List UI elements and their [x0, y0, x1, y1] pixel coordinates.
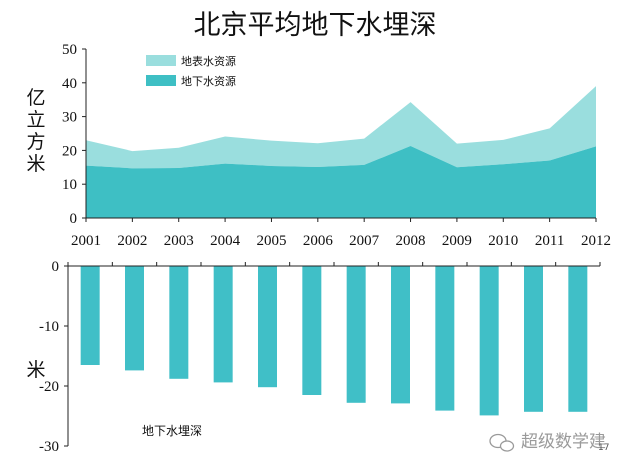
- depth-bar: [435, 266, 455, 411]
- svg-text:米: 米: [26, 153, 45, 175]
- series-annotation: 地下水埋深: [142, 424, 202, 438]
- x-tick-label: 2007: [349, 233, 380, 249]
- legend-swatch: [146, 75, 176, 86]
- upper-y-tick-label: 20: [62, 143, 77, 159]
- depth-bar: [302, 266, 322, 395]
- x-tick-label: 2004: [210, 233, 241, 249]
- svg-text:立: 立: [26, 109, 45, 131]
- depth-bar: [524, 266, 543, 412]
- upper-y-tick-label: 0: [70, 211, 78, 227]
- x-tick-label: 2009: [442, 233, 472, 249]
- lower-y-axis-label: 米: [26, 359, 45, 381]
- surface-water-area: [86, 86, 596, 169]
- legend-swatch: [146, 55, 176, 66]
- depth-bar: [169, 266, 189, 379]
- depth-bar: [125, 266, 144, 371]
- depth-bar: [391, 266, 410, 404]
- x-tick-label: 2003: [164, 233, 194, 249]
- lower-y-tick-label: -10: [39, 319, 59, 335]
- upper-y-tick-label: 40: [62, 76, 77, 92]
- depth-bar: [258, 266, 277, 388]
- x-tick-label: 2006: [303, 233, 334, 249]
- svg-text:亿: 亿: [26, 87, 45, 109]
- upper-y-tick-label: 30: [62, 110, 77, 126]
- lower-y-tick-label: -20: [39, 379, 59, 395]
- x-tick-label: 2011: [535, 233, 564, 249]
- page-number: 17: [598, 443, 609, 453]
- x-tick-label: 2005: [256, 233, 286, 249]
- lower-y-tick-label: 0: [52, 259, 60, 275]
- lower-y-tick-label: -30: [39, 439, 59, 455]
- depth-bar: [80, 266, 100, 365]
- x-tick-label: 2012: [581, 233, 611, 249]
- upper-y-tick-label: 10: [62, 177, 77, 193]
- wechat-icon: [489, 433, 515, 452]
- svg-text:方: 方: [26, 131, 45, 153]
- legend-label: 地表水资源: [181, 54, 236, 68]
- depth-bar: [346, 266, 366, 403]
- legend-label: 地下水资源: [181, 74, 236, 88]
- x-tick-label: 2010: [488, 233, 518, 249]
- depth-bar: [479, 266, 499, 416]
- watermark-text: 超级数学建: [521, 432, 606, 452]
- x-tick-label: 2001: [71, 233, 101, 249]
- x-tick-label: 2002: [117, 233, 147, 249]
- groundwater-area: [86, 146, 596, 218]
- depth-bar: [568, 266, 588, 412]
- x-tick-label: 2008: [396, 233, 426, 249]
- chart-title: 北京平均地下水埋深: [194, 10, 437, 41]
- upper-y-tick-label: 50: [62, 42, 77, 58]
- depth-bar: [213, 266, 233, 383]
